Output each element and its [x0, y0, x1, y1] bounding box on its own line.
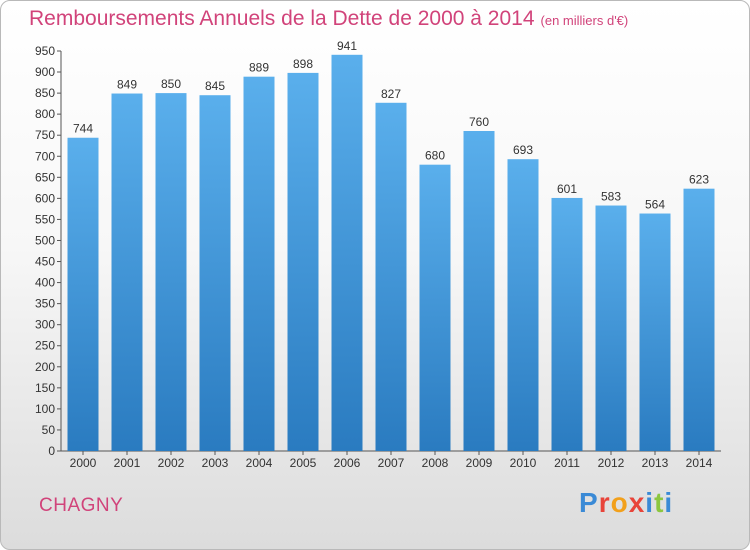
- y-tick-label: 900: [35, 65, 55, 79]
- x-tick-label: 2013: [642, 456, 669, 470]
- y-tick-label: 500: [35, 233, 55, 247]
- value-label-2006: 941: [337, 39, 357, 53]
- x-tick-label: 2006: [334, 456, 361, 470]
- bar-2002: [155, 93, 187, 452]
- x-tick-label: 2012: [598, 456, 625, 470]
- chart-subtitle: (en milliers d'€): [540, 13, 629, 28]
- chart-title-text: Remboursements Annuels de la Dette de 20…: [29, 7, 535, 30]
- value-label-2004: 889: [249, 61, 269, 75]
- logo-letter: x: [628, 487, 646, 518]
- x-tick-label: 2011: [554, 456, 580, 470]
- y-tick-label: 150: [35, 381, 55, 395]
- bar-2001: [111, 93, 143, 452]
- y-tick-label: 50: [42, 423, 56, 437]
- y-tick-label: 800: [35, 107, 55, 121]
- value-label-2000: 744: [73, 122, 93, 136]
- value-label-2005: 898: [293, 57, 313, 71]
- value-label-2012: 583: [601, 190, 621, 204]
- value-label-2007: 827: [381, 87, 401, 101]
- bar-2014: [683, 188, 715, 451]
- logo-letter: r: [598, 487, 611, 518]
- y-tick-label: 700: [35, 149, 55, 163]
- bar-2007: [375, 102, 407, 451]
- value-label-2013: 564: [645, 198, 665, 212]
- bar-2006: [331, 54, 363, 451]
- bar-2004: [243, 76, 275, 452]
- bar-2012: [595, 205, 627, 451]
- value-label-2002: 850: [161, 77, 181, 91]
- x-tick-label: 2009: [466, 456, 493, 470]
- y-tick-label: 200: [35, 360, 55, 374]
- x-tick-label: 2010: [510, 456, 537, 470]
- bar-2010: [507, 159, 539, 452]
- value-label-2011: 601: [557, 182, 577, 196]
- logo-letter: t: [654, 487, 665, 518]
- city-name: CHAGNY: [39, 495, 124, 516]
- logo-letter: i: [645, 487, 655, 518]
- y-tick-label: 750: [35, 128, 55, 142]
- x-tick-label: 2007: [378, 456, 405, 470]
- bar-2013: [639, 213, 671, 451]
- x-tick-label: 2014: [686, 456, 713, 470]
- y-tick-label: 400: [35, 276, 55, 290]
- x-tick-label: 2002: [158, 456, 185, 470]
- logo-letter: i: [664, 487, 674, 518]
- value-label-2010: 693: [513, 143, 533, 157]
- bar-2000: [67, 137, 99, 451]
- value-label-2003: 845: [205, 79, 225, 93]
- y-tick-label: 450: [35, 255, 55, 269]
- y-tick-label: 600: [35, 191, 55, 205]
- bar-2003: [199, 95, 231, 452]
- y-tick-label: 0: [48, 444, 55, 458]
- chart-title: Remboursements Annuels de la Dette de 20…: [29, 7, 628, 31]
- bar-2009: [463, 131, 495, 451]
- x-tick-label: 2003: [202, 456, 229, 470]
- logo-letter: o: [610, 487, 629, 518]
- x-tick-label: 2001: [114, 456, 141, 470]
- value-label-2008: 680: [425, 149, 445, 163]
- bar-2011: [551, 197, 583, 451]
- y-tick-label: 650: [35, 170, 55, 184]
- x-tick-label: 2005: [290, 456, 317, 470]
- y-tick-label: 300: [35, 318, 55, 332]
- value-label-2009: 760: [469, 115, 489, 129]
- bar-2008: [419, 164, 451, 451]
- y-tick-label: 100: [35, 402, 55, 416]
- y-tick-label: 850: [35, 86, 55, 100]
- x-tick-label: 2008: [422, 456, 449, 470]
- x-tick-label: 2004: [246, 456, 273, 470]
- x-tick-label: 2000: [70, 456, 97, 470]
- y-tick-label: 950: [35, 44, 55, 58]
- value-label-2001: 849: [117, 78, 137, 92]
- proxiti-logo: Proxiti: [579, 487, 673, 519]
- y-tick-label: 250: [35, 339, 55, 353]
- value-label-2014: 623: [689, 173, 709, 187]
- y-tick-label: 550: [35, 212, 55, 226]
- y-tick-label: 350: [35, 297, 55, 311]
- logo-letter: P: [579, 487, 599, 518]
- bar-2005: [287, 72, 319, 451]
